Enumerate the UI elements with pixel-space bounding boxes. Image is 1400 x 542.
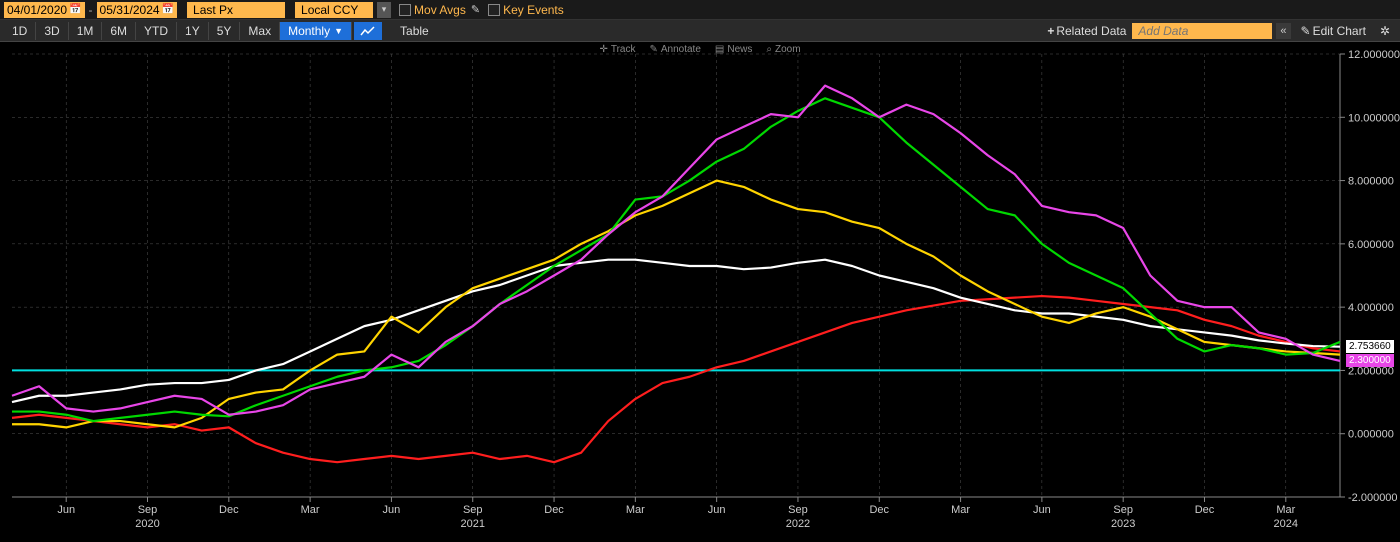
svg-text:Jun: Jun: [1033, 504, 1051, 516]
svg-text:6.000000: 6.000000: [1348, 239, 1394, 251]
date-range-dash: -: [89, 3, 93, 17]
svg-text:Mar: Mar: [626, 504, 645, 516]
range-btn-1m[interactable]: 1M: [69, 22, 103, 40]
chart-type-button[interactable]: [354, 22, 382, 40]
table-button[interactable]: Table: [388, 22, 441, 40]
add-data-input[interactable]: [1132, 23, 1272, 39]
edit-chart-label: Edit Chart: [1313, 24, 1366, 38]
series-magenta: [12, 86, 1340, 415]
mov-avgs-checkbox[interactable]: Mov Avgs ✎: [399, 3, 480, 17]
line-chart: -2.000000 0.000000 2.000000 4.000000 6.00000…: [0, 42, 1400, 542]
svg-text:Mar: Mar: [951, 504, 970, 516]
mov-avgs-label: Mov Avgs: [414, 3, 466, 17]
dropdown-icon[interactable]: ▾: [377, 2, 391, 18]
linechart-icon: [360, 25, 376, 37]
svg-text:Jun: Jun: [57, 504, 75, 516]
interval-select[interactable]: Monthly ▼: [280, 22, 352, 40]
checkbox-icon: [488, 4, 500, 16]
price-tag: 2.753660: [1346, 340, 1394, 353]
checkbox-icon: [399, 4, 411, 16]
settings-button[interactable]: ✲: [1374, 22, 1396, 40]
date-from-input[interactable]: 04/01/2020 📅: [4, 2, 85, 18]
range-toolbar: 1D3D1M6MYTD1Y5YMax Monthly ▼ Table + Rel…: [0, 20, 1400, 42]
calendar-icon: 📅: [162, 4, 174, 15]
svg-text:Dec: Dec: [544, 504, 564, 516]
topbar: 04/01/2020 📅 - 05/31/2024 📅 Last Px Loca…: [0, 0, 1400, 20]
chevron-left-icon: «: [1280, 25, 1286, 37]
currency-field-label: Local CCY: [301, 3, 358, 17]
pencil-icon: ✎: [1301, 24, 1311, 38]
range-btn-1y[interactable]: 1Y: [177, 22, 209, 40]
price-tag: 2.300000: [1346, 354, 1394, 367]
collapse-button[interactable]: «: [1276, 23, 1290, 39]
svg-text:2020: 2020: [135, 518, 159, 530]
svg-text:2021: 2021: [460, 518, 484, 530]
related-data-label: Related Data: [1056, 24, 1126, 38]
range-btn-ytd[interactable]: YTD: [136, 22, 177, 40]
svg-text:Dec: Dec: [1195, 504, 1215, 516]
range-btn-6m[interactable]: 6M: [102, 22, 136, 40]
key-events-checkbox[interactable]: Key Events: [488, 3, 564, 17]
date-from-value: 04/01/2020: [7, 3, 67, 17]
date-to-value: 05/31/2024: [100, 3, 160, 17]
svg-text:Dec: Dec: [869, 504, 889, 516]
svg-text:Dec: Dec: [219, 504, 239, 516]
svg-text:Sep: Sep: [463, 504, 483, 516]
series-red: [12, 296, 1340, 462]
svg-text:Mar: Mar: [301, 504, 320, 516]
pencil-icon[interactable]: ✎: [471, 3, 480, 16]
calendar-icon: 📅: [69, 4, 81, 15]
edit-chart-button[interactable]: ✎ Edit Chart: [1295, 22, 1372, 40]
svg-text:2022: 2022: [786, 518, 810, 530]
chevron-down-icon: ▼: [334, 26, 343, 36]
svg-text:Sep: Sep: [1113, 504, 1133, 516]
table-label: Table: [400, 24, 429, 38]
svg-text:8.000000: 8.000000: [1348, 176, 1394, 188]
key-events-label: Key Events: [503, 3, 564, 17]
range-btn-3d[interactable]: 3D: [36, 22, 68, 40]
currency-field-select[interactable]: Local CCY: [295, 2, 373, 18]
svg-text:Mar: Mar: [1276, 504, 1295, 516]
range-btn-5y[interactable]: 5Y: [209, 22, 241, 40]
svg-text:Sep: Sep: [788, 504, 808, 516]
gear-icon: ✲: [1380, 24, 1390, 38]
range-btn-1d[interactable]: 1D: [4, 22, 36, 40]
range-btn-max[interactable]: Max: [240, 22, 280, 40]
chart-area[interactable]: -2.000000 0.000000 2.000000 4.000000 6.00000…: [0, 42, 1400, 542]
svg-text:10.000000: 10.000000: [1348, 112, 1400, 124]
price-field-label: Last Px: [193, 3, 233, 17]
svg-text:-2.000000: -2.000000: [1348, 492, 1398, 504]
svg-text:Jun: Jun: [383, 504, 401, 516]
price-field-select[interactable]: Last Px: [187, 2, 285, 18]
interval-label: Monthly: [288, 24, 330, 38]
plus-icon: +: [1047, 24, 1054, 38]
svg-text:4.000000: 4.000000: [1348, 302, 1394, 314]
svg-text:12.000000: 12.000000: [1348, 49, 1400, 61]
svg-text:Jun: Jun: [708, 504, 726, 516]
svg-text:2023: 2023: [1111, 518, 1135, 530]
date-to-input[interactable]: 05/31/2024 📅: [97, 2, 178, 18]
svg-text:2024: 2024: [1274, 518, 1298, 530]
svg-text:2.000000: 2.000000: [1348, 365, 1394, 377]
svg-text:Sep: Sep: [138, 504, 158, 516]
related-data-button[interactable]: + Related Data: [1041, 22, 1132, 40]
svg-text:0.000000: 0.000000: [1348, 429, 1394, 441]
